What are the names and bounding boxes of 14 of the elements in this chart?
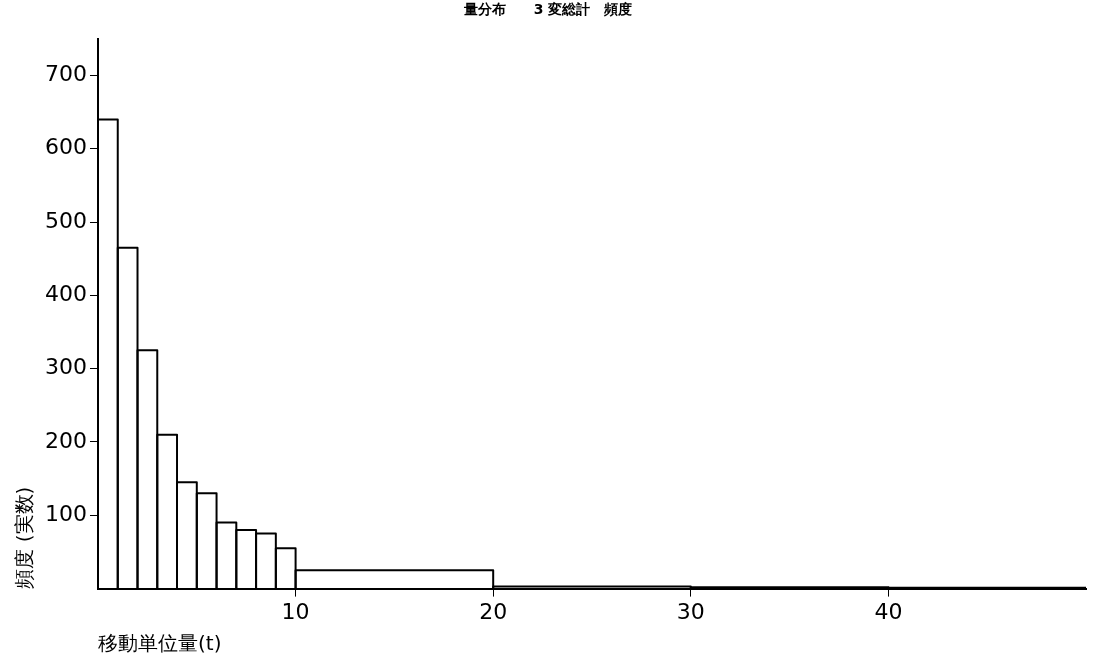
y-axis-title: 頻度 (実数): [12, 486, 37, 589]
x-tick-label: 20: [479, 598, 508, 624]
y-tick-label: 300: [44, 354, 87, 380]
x-tick-label: 10: [281, 598, 310, 624]
y-tick-label: 100: [44, 501, 87, 527]
y-tick-label: 500: [44, 207, 87, 233]
y-tick-label: 200: [44, 427, 87, 453]
y-tick-label: 400: [44, 281, 87, 307]
chart-title: 量分布 3 変総計 頻度: [462, 1, 633, 18]
x-tick-label: 30: [676, 598, 705, 624]
x-tick-label: 40: [874, 598, 903, 624]
y-tick-label: 600: [44, 134, 87, 160]
x-axis-title: 移動単位量(t): [97, 631, 222, 656]
y-tick-label: 700: [44, 61, 87, 87]
